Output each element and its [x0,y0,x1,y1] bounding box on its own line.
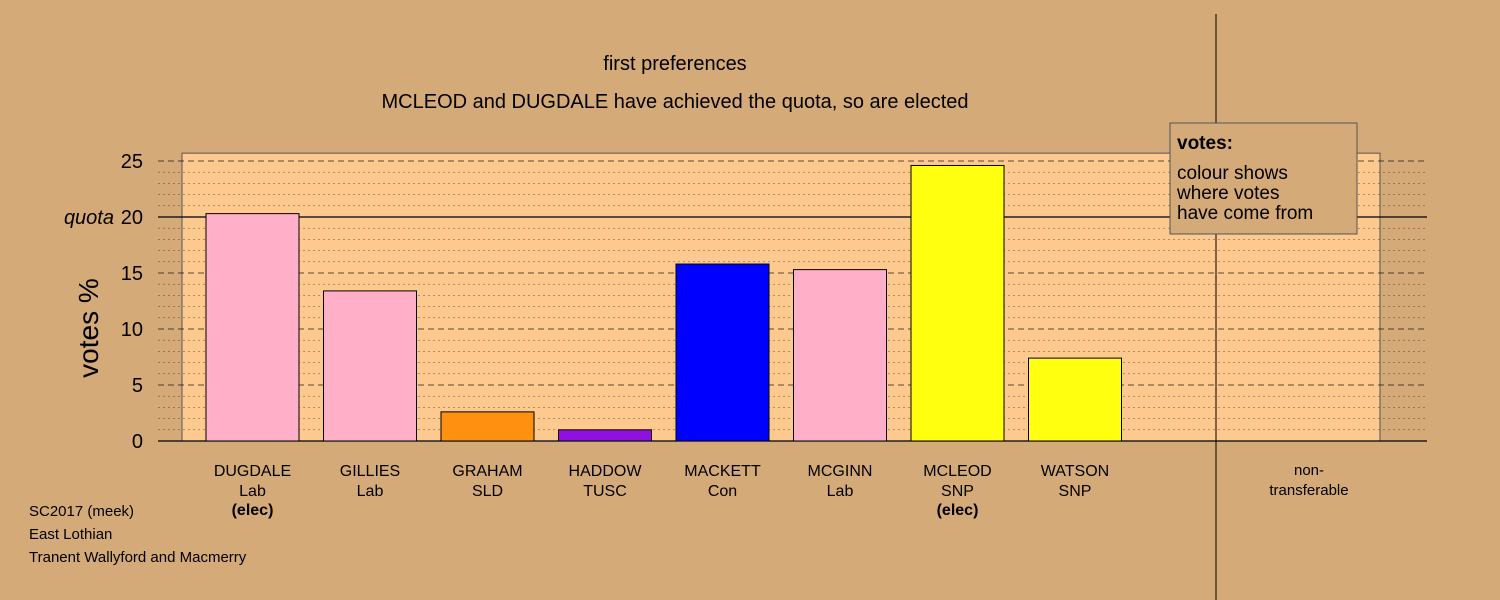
nontransferable-label: non- [1294,462,1324,479]
bar-gillies [323,290,417,442]
legend-line: colour shows [1177,163,1288,184]
elected-label: (elec) [232,502,274,519]
quota-label: quota [64,207,114,229]
footer-election: SC2017 (meek) [29,503,135,520]
x-tick-label: DUGDALE [214,463,291,480]
footer-council: East Lothian [29,526,113,543]
y-tick-label: 10 [121,319,143,341]
chart-title: first preferences [603,53,746,75]
legend-box [1169,122,1358,235]
legend-line: have come from [1177,203,1313,224]
bar-graham [440,411,535,442]
y-tick-label: 20 [121,207,143,229]
footer-ward: Tranent Wallyford and Macmerry [29,549,247,566]
x-tick-label: MCLEOD [923,463,991,480]
bar-mcleod [910,164,1005,442]
x-tick-label: MACKETT [684,463,761,480]
x-tick-label: HADDOW [569,463,643,480]
bar-haddow [558,429,652,442]
y-tick-label: 0 [132,431,143,453]
y-axis-label: votes % [73,278,104,378]
party-label: SNP [941,483,974,500]
elected-label: (elec) [937,502,979,519]
party-label: Lab [357,483,384,500]
x-tick-label: GILLIES [340,463,400,480]
bar-mcginn [793,269,887,442]
y-tick-label: 5 [132,375,143,397]
party-label: Lab [827,483,854,500]
nontransferable-label: transferable [1269,482,1348,499]
bar-dugdale [205,213,300,442]
legend: votes: colour shows where votes have com… [1169,122,1358,235]
bar-mackett [675,263,770,442]
x-tick-label: WATSON [1041,463,1109,480]
x-tick-label: MCGINN [808,463,873,480]
chart-subtitle: MCLEOD and DUGDALE have achieved the quo… [382,91,969,113]
y-tick-label: 25 [121,151,143,173]
party-label: Con [708,483,737,500]
footer: SC2017 (meek) East Lothian Tranent Wally… [29,500,246,569]
party-label: SLD [472,483,503,500]
party-label: SNP [1059,483,1092,500]
x-tick-label: GRAHAM [452,463,522,480]
y-tick-label: 15 [121,263,143,285]
bar-watson [1028,357,1122,442]
party-label: Lab [239,483,266,500]
legend-line: where votes [1176,183,1279,204]
party-label: TUSC [583,483,627,500]
legend-title: votes: [1177,133,1233,154]
